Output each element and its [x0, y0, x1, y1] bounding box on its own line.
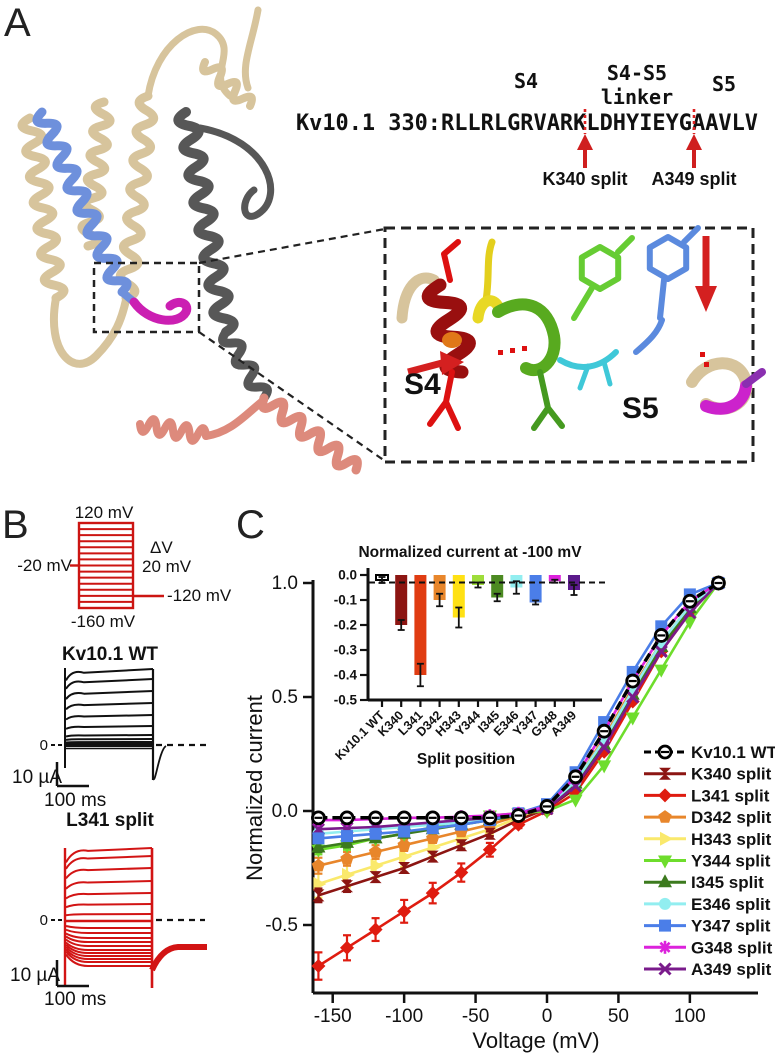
panel-b-label: B — [2, 503, 29, 547]
legend-item-h343-split: H343 split — [644, 830, 772, 849]
inset-bar-y344 — [472, 575, 484, 585]
legend-label: Y347 split — [691, 917, 771, 936]
protocol-holding-label: -20 mV — [17, 556, 72, 575]
inset-y-tick-label: -0.3 — [334, 643, 358, 658]
s4-segment-label: S4 — [514, 69, 538, 93]
legend-label: Y344 split — [691, 852, 771, 871]
inset-title: Normalized current at -100 mV — [358, 544, 582, 561]
split-trace-title: L341 split — [66, 810, 154, 831]
x-tick-label: 100 — [674, 1006, 706, 1027]
x-tick-label: 0 — [542, 1006, 553, 1027]
legend-item-y347-split: Y347 split — [644, 917, 771, 936]
sequence-post: AAVLV — [692, 111, 758, 136]
sequence-linker: YIEYG — [626, 111, 692, 136]
split-current-scale-label: 10 µA — [10, 965, 60, 986]
protocol-step-label: 20 mV — [142, 557, 192, 576]
protein-structure-ribbon — [17, 6, 362, 475]
chart-legend: Kv10.1 WT K340 split L341 split D342 split H… — [644, 743, 775, 979]
linker-closeup-sticks — [396, 225, 766, 431]
legend-item-a349-split: A349 split — [644, 960, 772, 979]
legend-item-kv10-1-wt: Kv10.1 WT — [644, 743, 775, 762]
inset-y-tick-label: -0.5 — [334, 693, 358, 708]
inset-y-tick-label: 0.0 — [338, 568, 357, 583]
zoom-inset-box — [383, 226, 755, 464]
legend-label: H343 split — [691, 830, 772, 849]
inset-s4-label: S4 — [404, 368, 441, 401]
sequence-prefix: Kv10.1 330: — [296, 111, 441, 136]
inset-bar-l341 — [414, 575, 427, 675]
split-zero-label: 0 — [40, 912, 48, 929]
wt-current-traces — [51, 668, 207, 788]
zoom-connector-top — [198, 227, 386, 265]
y-tick-label: 0.0 — [272, 801, 298, 822]
wt-zero-label: 0 — [40, 737, 48, 754]
split-time-scale-label: 100 ms — [44, 989, 106, 1010]
split1-label: K340 split — [542, 169, 627, 189]
zoom-connector-bottom — [198, 331, 386, 462]
inset-bar-i345 — [491, 575, 504, 598]
series-e346-split — [312, 577, 725, 841]
x-tick-label: 50 — [608, 1006, 629, 1027]
sequence-s4: RLLRLGRVARKLDH — [441, 111, 626, 136]
split2-arrow-icon — [686, 134, 702, 168]
wt-current-scale-label: 10 µA — [12, 767, 62, 788]
series-kv10-1-wt — [311, 575, 726, 826]
linker-segment-label-1: S4-S5 — [607, 61, 667, 85]
zoom-source-box — [92, 261, 201, 334]
legend-label: K340 split — [691, 765, 772, 784]
legend-label: Kv10.1 WT — [691, 743, 775, 762]
legend-label: G348 split — [691, 938, 773, 957]
legend-item-i345-split: I345 split — [644, 873, 764, 892]
y-tick-label: -0.5 — [265, 915, 298, 936]
x-tick-label: -50 — [462, 1006, 489, 1027]
legend-label: I345 split — [691, 873, 764, 892]
legend-item-d342-split: D342 split — [644, 808, 772, 827]
legend-label: A349 split — [691, 960, 772, 979]
inset-s5-label: S5 — [622, 392, 659, 425]
inset-x-tick-label: Kv10.1 WT — [333, 708, 388, 763]
inset-y-tick-label: -0.4 — [334, 668, 358, 683]
inset-bar-g348 — [548, 575, 561, 582]
protocol-delta-label: ΔV — [150, 538, 173, 557]
legend-label: L341 split — [691, 786, 770, 805]
series-g348-split — [311, 576, 725, 827]
inset-bar-k340 — [395, 575, 408, 625]
inset-y-tick-label: -0.2 — [334, 618, 357, 633]
legend-item-k340-split: K340 split — [644, 765, 772, 784]
y-tick-label: 1.0 — [272, 573, 298, 594]
wt-time-scale-label: 100 ms — [44, 790, 106, 811]
protocol-bottom-label: -160 mV — [71, 612, 136, 631]
inset-bar-y347 — [529, 575, 542, 603]
x-axis-label: Voltage (mV) — [472, 1028, 599, 1053]
legend-label: E346 split — [691, 895, 771, 914]
split2-label: A349 split — [651, 169, 736, 189]
x-tick-label: -150 — [314, 1006, 352, 1027]
protocol-top-label: 120 mV — [75, 503, 134, 522]
y-tick-label: 0.5 — [272, 687, 298, 708]
voltage-protocol-diagram — [70, 521, 164, 610]
legend-item-y344-split: Y344 split — [644, 852, 771, 871]
panel-a-label: A — [4, 1, 31, 45]
protocol-tail-label: -120 mV — [167, 586, 232, 605]
legend-label: D342 split — [691, 808, 772, 827]
x-tick-label: -100 — [385, 1006, 423, 1027]
legend-item-l341-split: L341 split — [644, 786, 770, 805]
panel-c-label: C — [236, 503, 265, 547]
l341-current-traces — [51, 847, 207, 988]
inset-x-axis-label: Split position — [417, 751, 515, 768]
linker-segment-label-2: linker — [601, 85, 673, 109]
wt-trace-title: Kv10.1 WT — [62, 644, 158, 665]
s5-segment-label: S5 — [712, 72, 736, 96]
legend-item-g348-split: G348 split — [644, 938, 773, 957]
inset-y-tick-label: -0.1 — [334, 593, 358, 608]
y-axis-label: Normalized current — [242, 695, 267, 881]
split1-arrow-icon — [577, 134, 593, 168]
legend-item-e346-split: E346 split — [644, 895, 771, 914]
